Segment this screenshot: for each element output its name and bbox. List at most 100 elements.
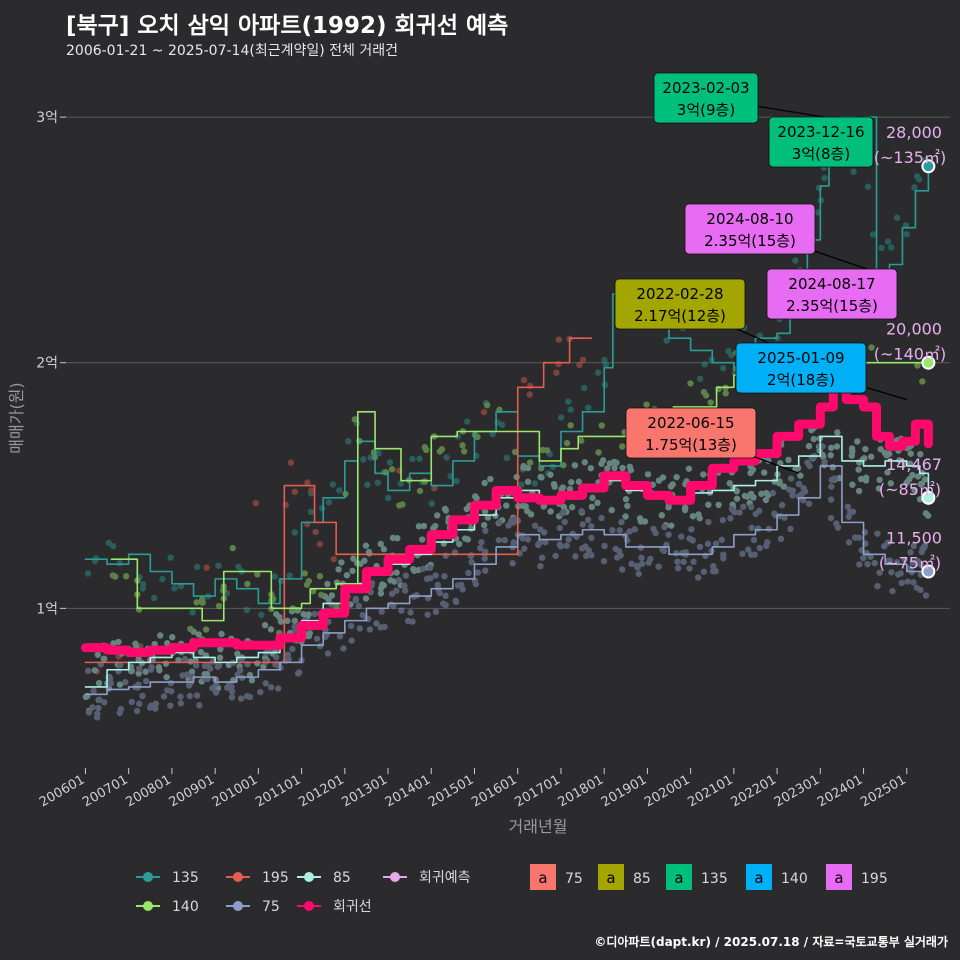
scatter-point [378,608,385,615]
x-tick-label: 201801 [556,772,606,810]
scatter-point [388,590,396,597]
scatter-point [377,585,385,592]
scatter-point [687,380,694,387]
scatter-point [215,562,222,569]
legend-label: 회귀선 [333,899,372,915]
scatter-point [156,667,163,674]
scatter-point [674,564,682,572]
scatter-point [316,540,324,548]
scatter-point [427,575,434,582]
legend-box-item: a 75 [530,864,583,890]
scatter-point [93,714,101,721]
scatter-point [686,535,693,542]
scatter-point [377,540,384,548]
scatter-point [827,444,835,452]
scatter-point [117,661,124,669]
scatter-point [495,536,503,544]
scatter-point [94,651,101,658]
chart-subtitle: 2006-01-21 ~ 2025-07-14(최근계약일) 전체 거래건 [66,43,398,59]
scatter-point [700,388,708,396]
scatter-point [876,569,883,576]
scatter-point [761,469,768,476]
end-label-price: 20,000 [886,320,942,339]
scatter-point [829,464,836,471]
scatter-point [655,563,662,570]
scatter-point [355,602,363,610]
scatter-point [595,449,602,456]
legend-box-swatch [826,864,852,890]
scatter-point [148,702,155,709]
scatter-point [463,418,471,425]
scatter-point [617,552,624,559]
scatter-point [481,479,488,487]
scatter-point [360,456,367,463]
scatter-point [101,699,108,706]
scatter-point [913,173,921,180]
scatter-point [289,645,296,653]
scatter-point [393,587,400,594]
scatter-point [164,687,171,694]
scatter-point [849,481,856,488]
scatter-point [560,503,568,511]
scatter-point [501,536,508,544]
end-label-area: (~75㎡) [879,554,941,573]
scatter-point [608,506,615,514]
scatter-point [922,510,930,517]
scatter-point [347,622,355,630]
legend-box-swatch [746,864,772,890]
scatter-point [611,464,618,472]
scatter-point [910,542,917,550]
scatter-point [805,500,813,507]
scatter-point [364,481,371,488]
annotation-date: 2025-01-09 [757,349,844,367]
annotation-callout: 2023-02-03 3억(9층) [653,72,825,124]
scatter-point [519,532,526,539]
scatter-point [116,709,123,717]
scatter-point [179,672,186,679]
x-tick-label: 201701 [512,772,562,810]
scatter-point [715,501,722,509]
scatter-point [544,469,552,477]
scatter-point [848,452,855,459]
annotation-value: 2억(18층) [767,371,835,389]
scatter-point [418,536,426,543]
scatter-point [381,623,388,631]
scatter-point [349,567,356,575]
scatter-point [434,512,441,519]
scatter-point [588,552,595,559]
scatter-point [252,499,259,507]
y-tick-label: 2억 [36,356,58,372]
scatter-point [538,554,546,561]
scatter-point [308,487,315,494]
scatter-point [387,577,394,584]
scatter-point [468,552,475,559]
scatter-point [821,458,828,465]
scatter-point [780,483,788,490]
scatter-point [624,502,631,510]
scatter-point [287,459,295,466]
scatter-point [468,559,475,566]
scatter-point [401,582,408,589]
scatter-point [864,560,871,568]
scatter-point [300,610,307,618]
scatter-point [549,463,557,470]
x-tick-label: 201601 [469,772,519,810]
scatter-point [914,473,922,480]
scatter-point [827,496,835,503]
scatter-point [424,564,431,571]
scatter-point [690,558,697,566]
scatter-point [303,581,311,588]
scatter-point [313,635,321,642]
scatter-point [912,560,919,567]
scatter-point [122,678,129,686]
annotation-date: 2023-12-16 [777,123,864,141]
scatter-point [863,549,870,557]
annotation-value: 3억(8층) [792,145,850,163]
scatter-point [559,484,567,491]
scatter-point [673,550,680,557]
series-line-회귀선 [80,382,933,658]
scatter-point [137,643,144,650]
scatter-point [116,681,124,688]
scatter-point [719,516,727,524]
scatter-point [461,535,469,542]
